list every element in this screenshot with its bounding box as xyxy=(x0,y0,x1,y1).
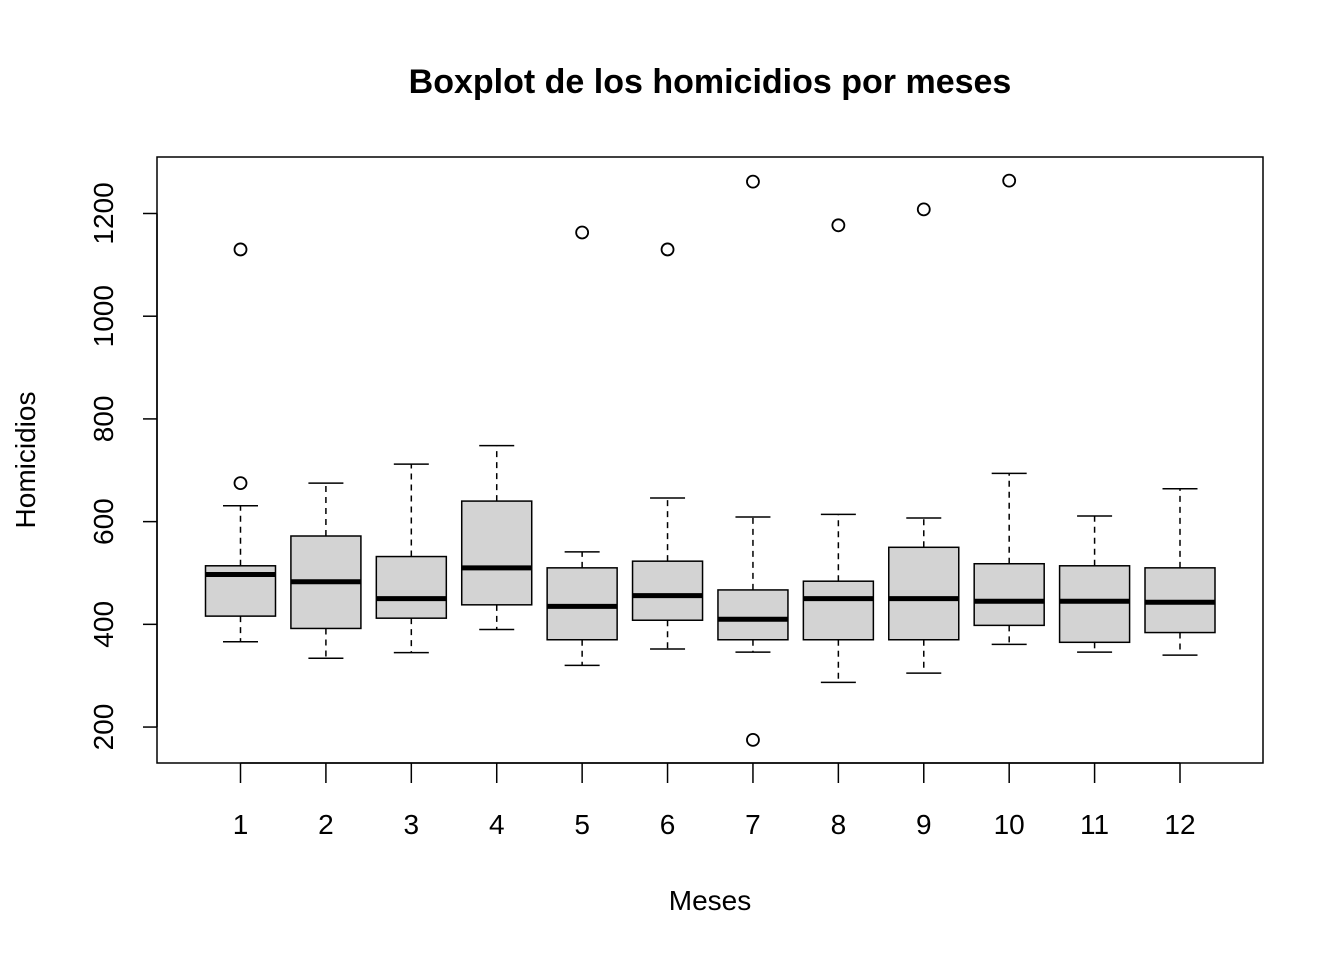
x-tick-label: 3 xyxy=(404,809,420,840)
outlier-point xyxy=(831,218,846,233)
y-tick-label: 1200 xyxy=(88,182,119,244)
y-tick-label: 600 xyxy=(88,498,119,545)
y-tick-label: 1000 xyxy=(88,285,119,347)
x-tick-label: 11 xyxy=(1080,809,1109,840)
x-tick-label: 1 xyxy=(233,809,249,840)
x-tick-label: 9 xyxy=(916,809,932,840)
y-axis-label: Homicidios xyxy=(10,392,41,529)
outlier-point xyxy=(1002,173,1017,188)
outlier-point xyxy=(233,476,248,491)
x-tick-label: 6 xyxy=(660,809,676,840)
box-iqr xyxy=(973,562,1045,627)
box-iqr xyxy=(375,555,448,619)
box-month-5 xyxy=(546,225,618,667)
x-tick-label: 7 xyxy=(745,809,761,840)
box-iqr xyxy=(631,560,704,621)
box-month-1 xyxy=(204,242,277,643)
x-tick-label: 5 xyxy=(574,809,590,840)
box-month-2 xyxy=(290,482,362,659)
plot-frame xyxy=(156,156,1264,764)
chart-title: Boxplot de los homicidios por meses xyxy=(409,63,1012,101)
box-month-6 xyxy=(631,242,704,650)
y-axis: 200 400 600 800 1000 1200 xyxy=(88,182,158,751)
box-iqr xyxy=(546,567,618,641)
box-month-12 xyxy=(1144,488,1216,656)
x-tick-label: 8 xyxy=(831,809,847,840)
y-tick-label: 400 xyxy=(88,601,119,648)
outlier-point xyxy=(916,202,931,217)
y-tick-label: 800 xyxy=(88,396,119,443)
box-month-8 xyxy=(802,218,875,684)
box-iqr xyxy=(802,580,875,641)
box-iqr xyxy=(460,500,533,606)
outlier-point xyxy=(575,225,590,240)
box-iqr xyxy=(717,589,789,641)
x-axis: 1 2 3 4 5 6 7 8 9 10 11 12 xyxy=(233,762,1196,840)
outlier-point xyxy=(660,242,675,257)
boxes-group xyxy=(204,173,1216,747)
box-month-7 xyxy=(717,174,789,747)
x-tick-label: 4 xyxy=(489,809,505,840)
x-tick-label: 2 xyxy=(318,809,334,840)
box-month-4 xyxy=(460,444,533,631)
outlier-point xyxy=(746,732,760,747)
box-month-11 xyxy=(1058,515,1131,653)
outlier-point xyxy=(233,242,248,257)
y-tick-label: 200 xyxy=(88,704,119,751)
box-month-9 xyxy=(888,202,960,674)
box-iqr xyxy=(888,546,960,641)
x-tick-label: 10 xyxy=(994,809,1025,840)
x-tick-label: 12 xyxy=(1164,809,1195,840)
outlier-point xyxy=(746,174,760,189)
box-iqr xyxy=(1058,565,1131,644)
box-month-3 xyxy=(375,463,448,654)
x-axis-label: Meses xyxy=(669,885,751,916)
box-month-10 xyxy=(973,173,1045,646)
